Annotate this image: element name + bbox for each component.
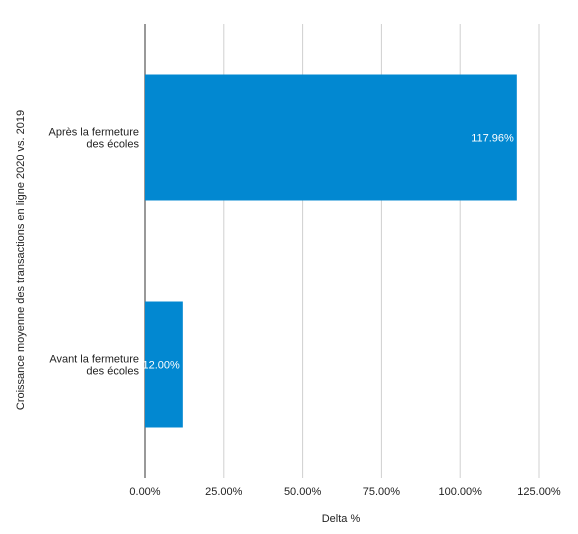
- x-tick-label-1: 25.00%: [205, 486, 243, 498]
- y-axis-title: Croissance moyenne des transactions en l…: [15, 110, 27, 410]
- data-labels: 117.96% 12.00%: [143, 133, 515, 372]
- category-label-0-line-0: Après la fermeture: [49, 127, 139, 139]
- x-tick-labels: 0.00% 25.00% 50.00% 75.00% 100.00% 125.00%: [129, 486, 561, 498]
- x-axis-title: Delta %: [322, 513, 361, 525]
- x-tick-label-0: 0.00%: [129, 486, 160, 498]
- x-tick-label-4: 100.00%: [438, 486, 482, 498]
- category-label-0-line-1: des écoles: [86, 139, 139, 151]
- bars: [145, 74, 517, 428]
- x-tick-label-5: 125.00%: [517, 486, 561, 498]
- category-label-1-line-0: Avant la fermeture: [49, 354, 139, 366]
- x-tick-label-3: 75.00%: [363, 486, 401, 498]
- data-label-0: 117.96%: [471, 133, 514, 145]
- data-label-1: 12.00%: [143, 360, 181, 372]
- bar-0: [145, 74, 517, 201]
- x-tick-label-2: 50.00%: [284, 486, 322, 498]
- category-label-1-line-1: des écoles: [86, 366, 139, 378]
- bar-1: [145, 301, 183, 428]
